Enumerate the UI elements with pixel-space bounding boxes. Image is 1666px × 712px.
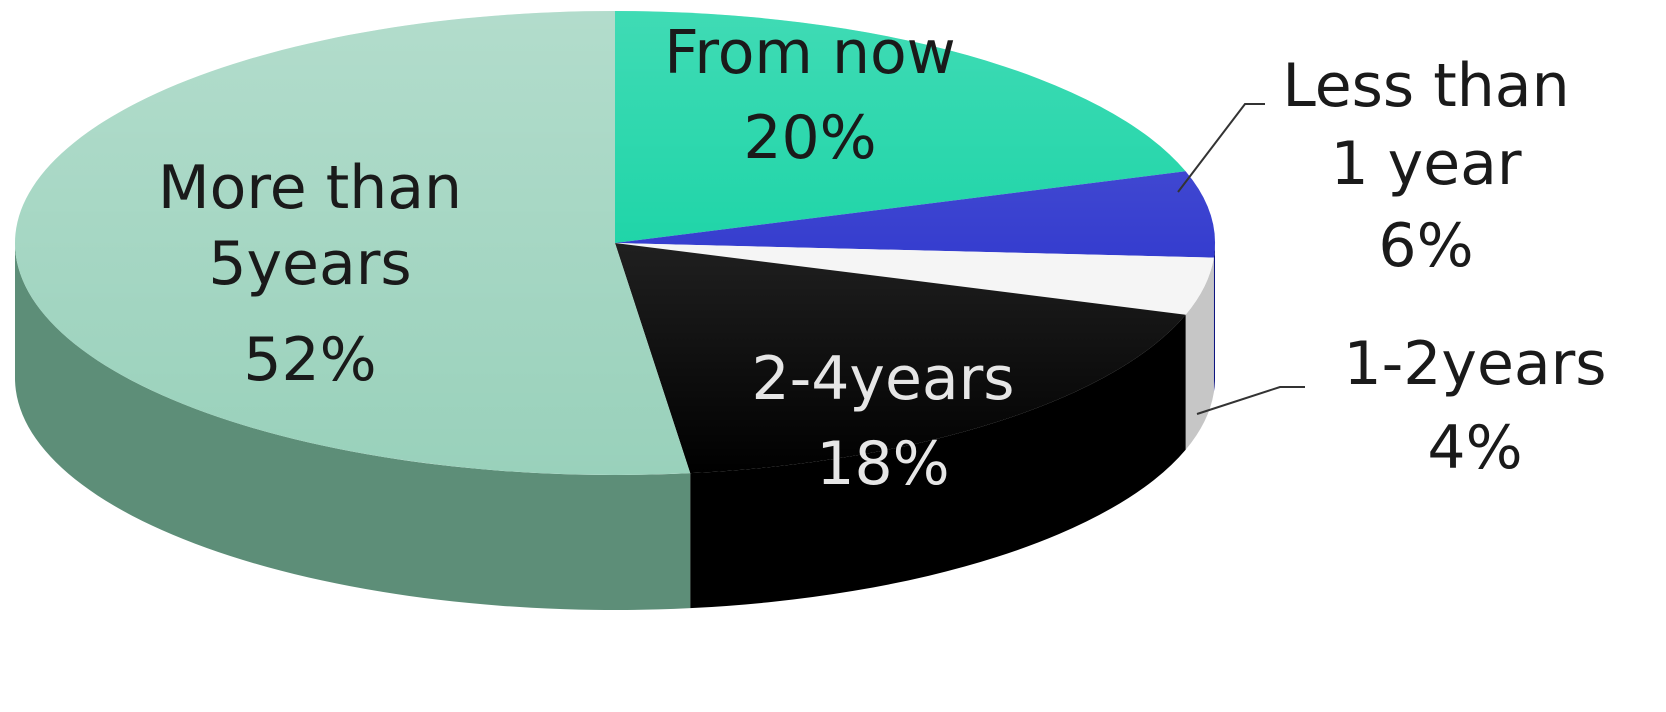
label-more-than-5years-value: 52% [243,325,376,395]
label-less-than-1-year-value: 6% [1378,211,1473,281]
leader-line-1-2years [1196,386,1305,415]
pie-side-less-than-1-year [1213,243,1215,393]
label-more-than-5years-line1: More than [158,153,462,223]
pie-top-faces [15,11,1215,475]
label-2-4years-name: 2-4years [751,344,1014,414]
pie-side-1-2years [1185,257,1214,450]
label-1-2years-value: 4% [1427,413,1522,483]
label-1-2years-name: 1-2years [1343,329,1606,399]
label-from-now-value: 20% [743,103,876,173]
label-less-than-1-year-line2: 1 year [1330,129,1521,199]
label-less-than-1-year-line1: Less than [1282,51,1569,121]
leader-line-less-than-1-year [1177,103,1265,193]
pie-side-more-than-5years [15,243,691,610]
pie-side-walls [15,243,1215,610]
label-from-now-name: From now [664,18,956,88]
pie-side-2-4years [690,314,1186,609]
label-more-than-5years-line2: 5years [208,229,411,299]
label-2-4years-value: 18% [816,429,949,499]
pie-top-highlight [15,11,1215,475]
